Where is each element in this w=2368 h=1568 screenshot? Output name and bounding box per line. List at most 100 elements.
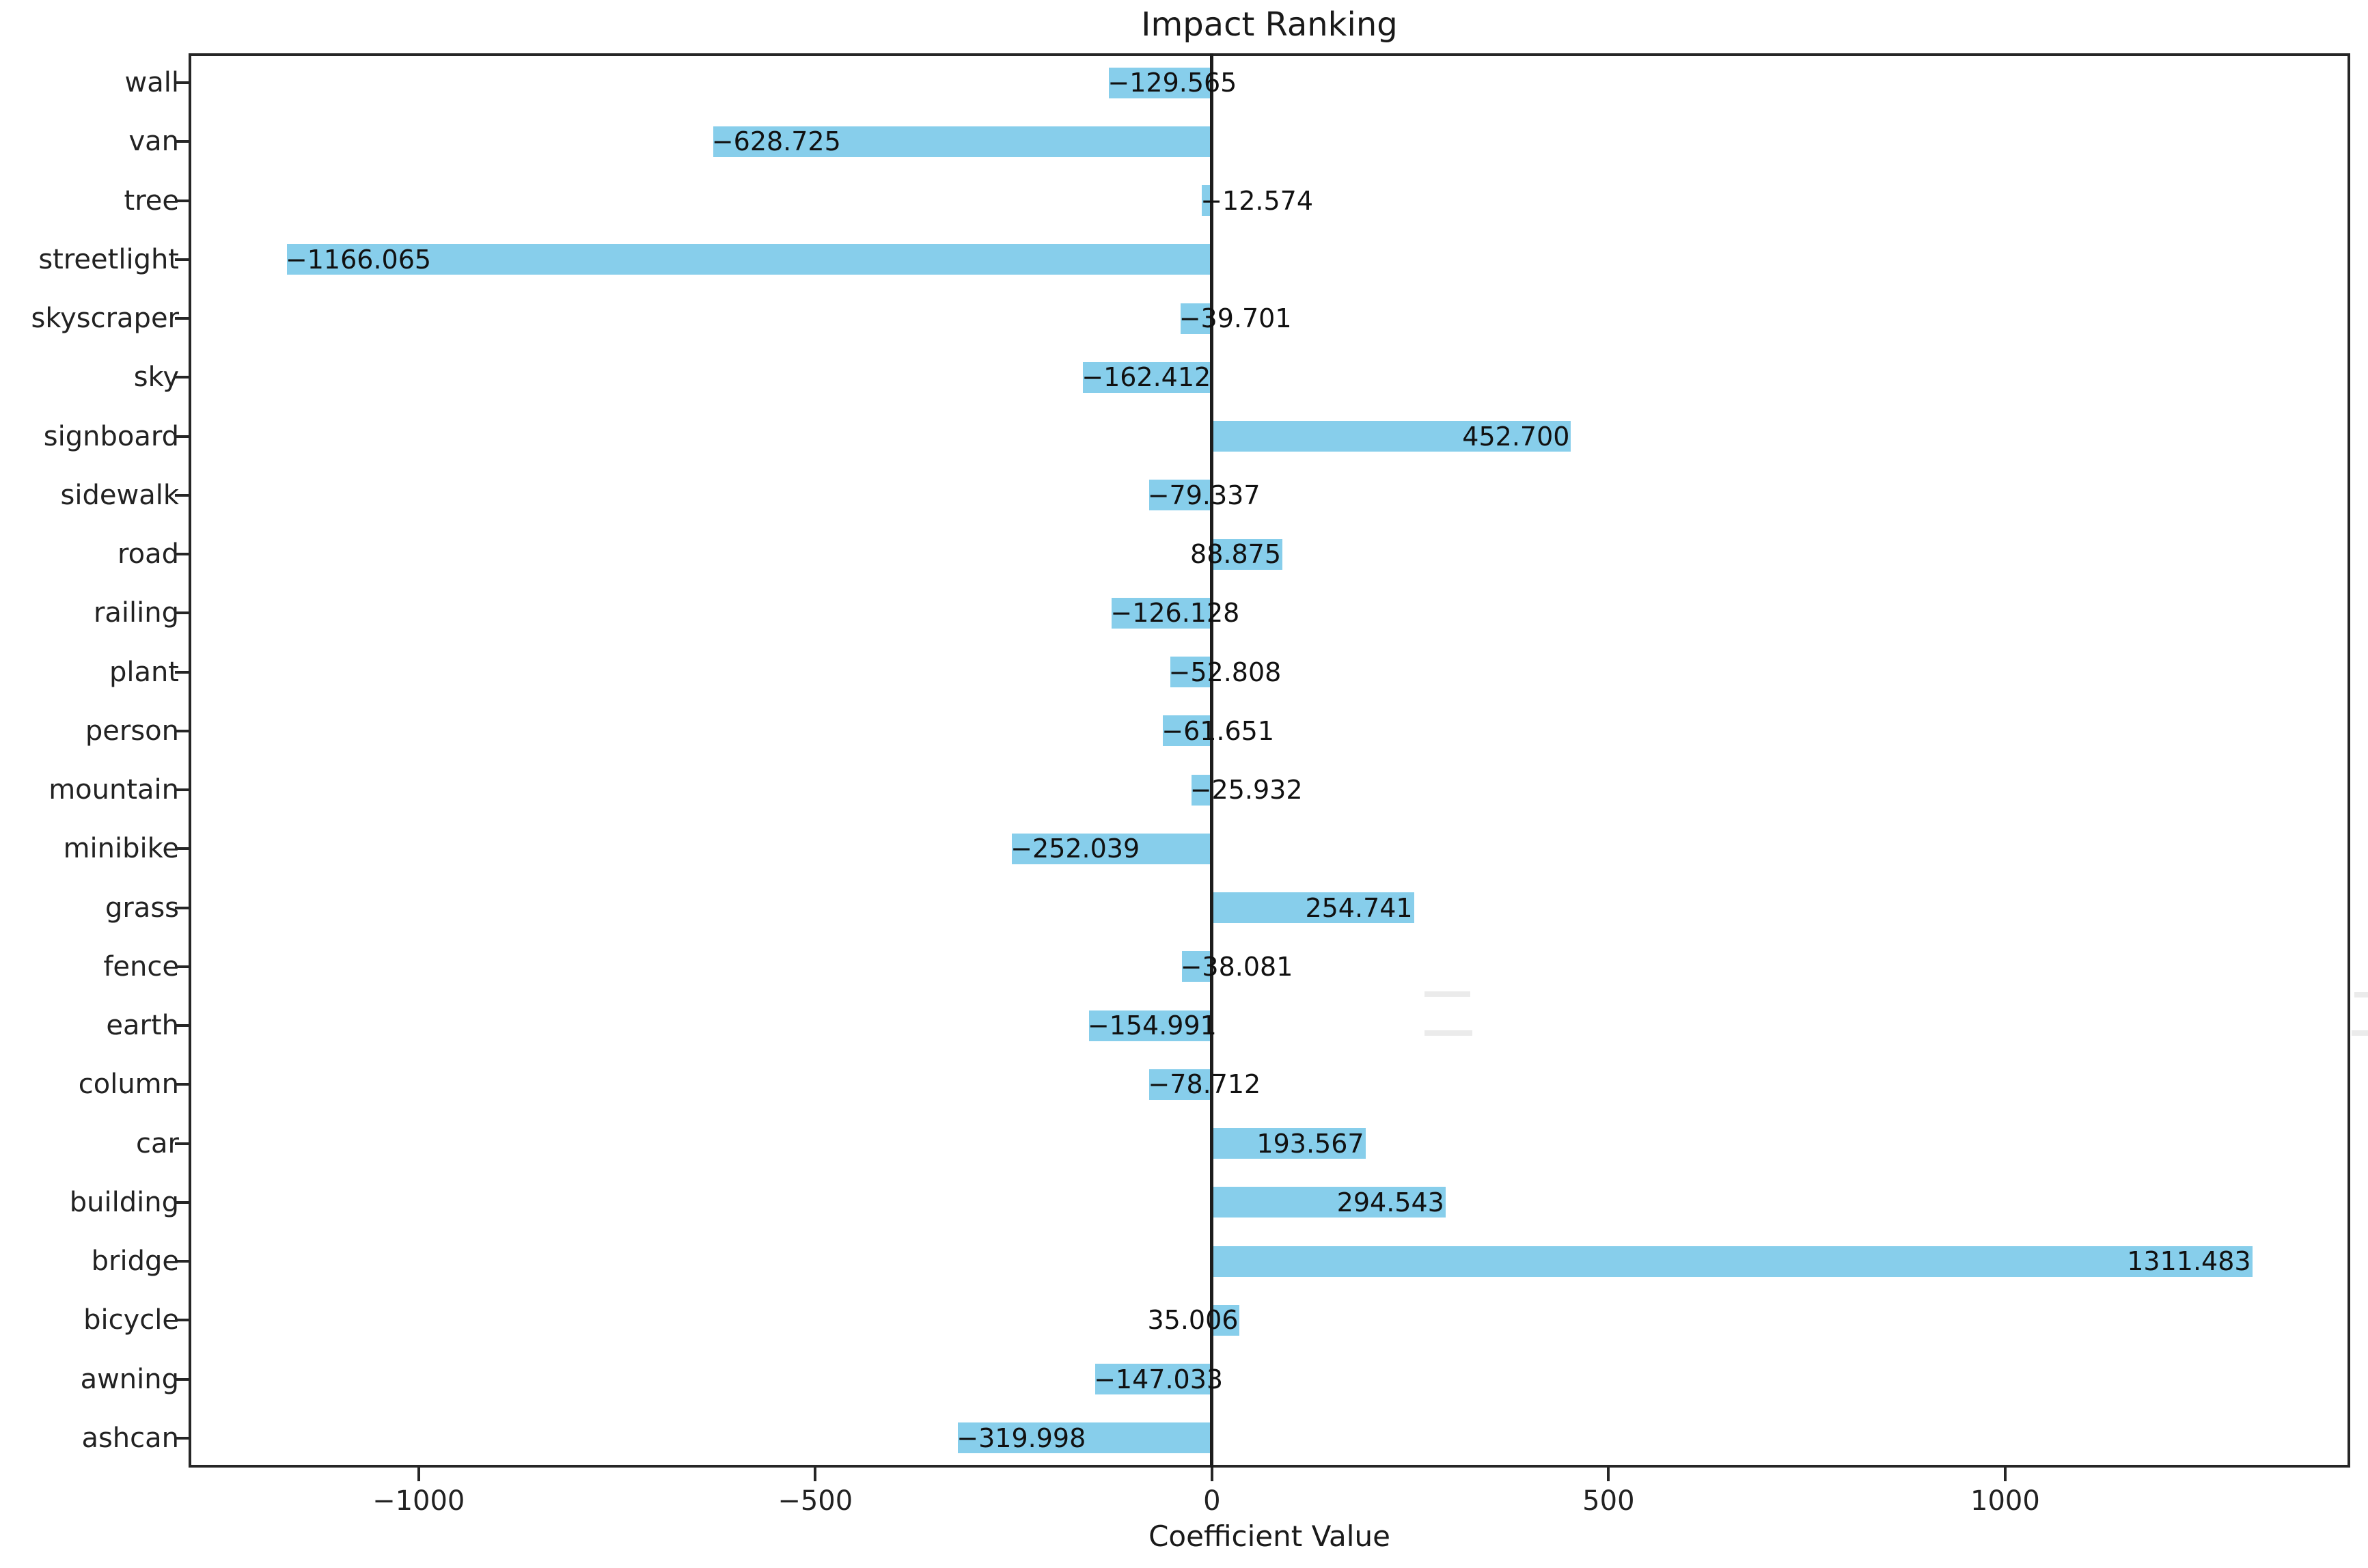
bar-bridge bbox=[1211, 1246, 2253, 1277]
xtick-label--1000: −1000 bbox=[372, 1485, 465, 1517]
ytick-mark-fence bbox=[175, 965, 189, 968]
bar-value-label-mountain: −25.932 bbox=[1189, 775, 1303, 806]
ytick-label-column: column bbox=[78, 1069, 179, 1101]
ytick-label-minibike: minibike bbox=[63, 833, 179, 865]
ytick-label-bicycle: bicycle bbox=[83, 1304, 179, 1336]
ytick-mark-sky bbox=[175, 376, 189, 379]
bar-value-label-van: −628.725 bbox=[711, 126, 841, 157]
bar-railing bbox=[1112, 597, 1212, 629]
artifact-dash bbox=[2352, 1030, 2368, 1036]
bar-plant bbox=[1170, 657, 1212, 688]
ytick-mark-column bbox=[175, 1083, 189, 1086]
ytick-label-sidewalk: sidewalk bbox=[60, 479, 179, 511]
bar-streetlight bbox=[286, 244, 1212, 275]
ytick-mark-bicycle bbox=[175, 1319, 189, 1322]
xtick-label-500: 500 bbox=[1582, 1485, 1635, 1517]
ytick-label-car: car bbox=[136, 1127, 179, 1159]
bar-value-label-skyscraper: −39.701 bbox=[1179, 303, 1292, 334]
bar-value-label-signboard: 452.700 bbox=[1462, 421, 1570, 452]
ytick-mark-wall bbox=[175, 81, 189, 85]
bar-value-label-wall: −129.565 bbox=[1107, 68, 1237, 98]
xtick-mark-500 bbox=[1607, 1468, 1610, 1481]
ytick-label-earth: earth bbox=[106, 1010, 179, 1042]
bar-value-label-building: 294.543 bbox=[1336, 1187, 1444, 1218]
bar-sidewalk bbox=[1148, 480, 1212, 511]
bar-signboard bbox=[1211, 421, 1571, 452]
xtick-label-1000: 1000 bbox=[1970, 1485, 2040, 1517]
ytick-mark-building bbox=[175, 1200, 189, 1204]
ytick-mark-van bbox=[175, 140, 189, 143]
x-axis-label: Coefficient Value bbox=[1148, 1519, 1390, 1553]
ytick-mark-tree bbox=[175, 199, 189, 202]
bar-wall bbox=[1109, 67, 1212, 98]
bar-value-label-plant: −52.808 bbox=[1168, 657, 1282, 687]
bar-van bbox=[713, 126, 1212, 157]
ytick-label-sky: sky bbox=[133, 361, 179, 394]
ytick-label-awning: awning bbox=[80, 1363, 179, 1395]
ytick-label-bridge: bridge bbox=[91, 1246, 179, 1278]
artifact-dash bbox=[1424, 991, 1470, 997]
ytick-mark-grass bbox=[175, 906, 189, 909]
ytick-mark-signboard bbox=[175, 435, 189, 438]
bar-value-label-ashcan: −319.998 bbox=[956, 1422, 1086, 1453]
ytick-label-signboard: signboard bbox=[43, 420, 179, 452]
ytick-mark-plant bbox=[175, 670, 189, 674]
bar-car bbox=[1211, 1128, 1366, 1159]
bar-value-label-sidewalk: −79.337 bbox=[1147, 480, 1261, 510]
bar-value-label-minibike: −252.039 bbox=[1010, 834, 1140, 864]
xtick-mark-1000 bbox=[2003, 1468, 2007, 1481]
ytick-mark-minibike bbox=[175, 847, 189, 851]
bar-value-label-awning: −147.033 bbox=[1094, 1364, 1224, 1394]
ytick-mark-skyscraper bbox=[175, 317, 189, 320]
bar-mountain bbox=[1191, 774, 1212, 806]
bar-skyscraper bbox=[1180, 303, 1212, 334]
bar-value-label-bridge: 1311.483 bbox=[2127, 1246, 2251, 1277]
bar-person bbox=[1163, 715, 1212, 747]
bar-road bbox=[1211, 538, 1282, 570]
ytick-label-van: van bbox=[128, 126, 179, 158]
artifact-dash bbox=[2354, 992, 2368, 998]
bar-earth bbox=[1088, 1010, 1212, 1041]
ytick-label-wall: wall bbox=[124, 67, 179, 99]
ytick-label-ashcan: ashcan bbox=[81, 1422, 179, 1454]
bar-ashcan bbox=[958, 1422, 1212, 1454]
artifact-dash bbox=[1424, 1030, 1472, 1036]
ytick-mark-mountain bbox=[175, 788, 189, 792]
ytick-mark-awning bbox=[175, 1377, 189, 1381]
plot-area bbox=[189, 53, 2350, 1468]
bar-building bbox=[1211, 1187, 1446, 1218]
bar-awning bbox=[1095, 1364, 1212, 1395]
bar-sky bbox=[1083, 361, 1212, 393]
ytick-label-streetlight: streetlight bbox=[38, 243, 179, 275]
zero-line bbox=[1210, 53, 1214, 1468]
ytick-mark-person bbox=[175, 729, 189, 732]
bar-value-label-grass: 254.741 bbox=[1305, 892, 1413, 923]
ytick-mark-car bbox=[175, 1142, 189, 1145]
bar-value-label-streetlight: −1166.065 bbox=[285, 244, 432, 275]
ytick-mark-railing bbox=[175, 611, 189, 615]
bar-value-label-bicycle: 35.006 bbox=[1147, 1305, 1239, 1336]
bar-minibike bbox=[1012, 833, 1212, 864]
xtick-mark--500 bbox=[814, 1468, 817, 1481]
ytick-label-skyscraper: skyscraper bbox=[31, 303, 179, 335]
xtick-label-0: 0 bbox=[1203, 1485, 1221, 1517]
chart-title: Impact Ranking bbox=[1141, 5, 1398, 44]
xtick-mark-0 bbox=[1210, 1468, 1213, 1481]
ytick-label-plant: plant bbox=[109, 656, 179, 688]
ytick-label-road: road bbox=[118, 538, 179, 570]
ytick-mark-ashcan bbox=[175, 1436, 189, 1440]
bar-tree bbox=[1202, 185, 1212, 217]
ytick-label-person: person bbox=[85, 715, 179, 747]
ytick-mark-streetlight bbox=[175, 258, 189, 261]
ytick-label-grass: grass bbox=[105, 892, 179, 924]
ytick-label-fence: fence bbox=[103, 950, 179, 982]
ytick-label-mountain: mountain bbox=[49, 774, 179, 806]
bar-value-label-column: −78.712 bbox=[1148, 1069, 1261, 1100]
ytick-mark-road bbox=[175, 553, 189, 556]
ytick-mark-bridge bbox=[175, 1260, 189, 1263]
bar-value-label-fence: −38.081 bbox=[1180, 951, 1293, 982]
ytick-mark-sidewalk bbox=[175, 493, 189, 497]
ytick-label-tree: tree bbox=[124, 184, 179, 217]
bar-value-label-railing: −126.128 bbox=[1110, 598, 1240, 629]
